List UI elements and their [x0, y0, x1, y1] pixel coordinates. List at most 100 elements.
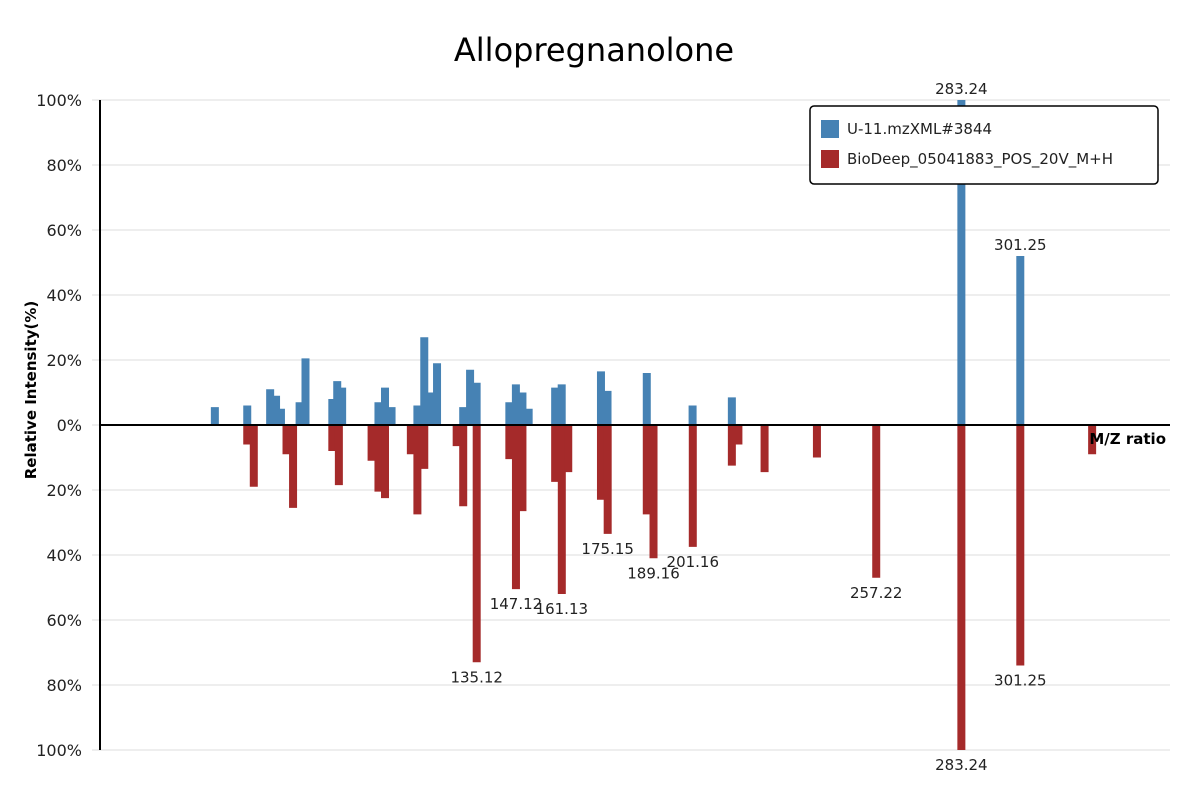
reference-bar [249, 425, 258, 487]
peak-label: 161.13 [536, 600, 589, 618]
query-bar [210, 407, 219, 425]
reference-bar [649, 425, 658, 559]
y-tick-label: 80% [46, 676, 82, 695]
y-tick-label: 20% [46, 481, 82, 500]
query-bar [557, 384, 566, 425]
query-bar [511, 384, 520, 425]
reference-bar [282, 425, 291, 455]
query-bar [596, 371, 605, 425]
reference-bar [551, 425, 560, 482]
reference-bar [243, 425, 252, 445]
query-bar [338, 387, 347, 425]
peak-label: 189.16 [627, 564, 680, 582]
query-bar [420, 337, 429, 425]
reference-bar [413, 425, 422, 515]
query-bar [459, 407, 468, 425]
peak-label: 201.16 [667, 553, 720, 571]
query-bar [426, 392, 435, 425]
reference-bar [518, 425, 527, 512]
query-bar [276, 408, 285, 425]
y-tick-label: 80% [46, 156, 82, 175]
reference-bar [289, 425, 298, 508]
reference-bar [596, 425, 605, 500]
bars-group [210, 100, 1097, 750]
legend: U-11.mzXML#3844 BioDeep_05041883_POS_20V… [809, 105, 1159, 185]
y-tick-labels: 100% 80% 60% 40% 20% 0% 20% 40% 60% 80% 100% [36, 91, 82, 760]
reference-bar [734, 425, 743, 445]
query-bar [505, 402, 514, 425]
reference-bar [420, 425, 429, 469]
legend-swatch-reference [821, 150, 839, 168]
query-bar [272, 395, 281, 425]
query-bar [328, 399, 337, 425]
query-bar [524, 408, 533, 425]
query-bar [243, 405, 252, 425]
query-bar [642, 373, 651, 425]
peak-label: 301.25 [994, 236, 1047, 254]
peak-label: 301.25 [994, 672, 1047, 690]
reference-bar [452, 425, 461, 447]
reference-bar [642, 425, 651, 515]
y-tick-label: 60% [46, 611, 82, 630]
query-bar [301, 358, 310, 425]
peak-label: 135.12 [450, 668, 503, 686]
reference-bar [374, 425, 383, 492]
legend-label-query: U-11.mzXML#3844 [847, 120, 992, 138]
reference-bar [603, 425, 612, 534]
query-bar [551, 387, 560, 425]
reference-bar [564, 425, 573, 473]
query-bar [1016, 256, 1025, 425]
reference-bar [328, 425, 337, 451]
grid-lines [92, 99, 1170, 751]
x-axis-title: M/Z ratio [1089, 430, 1166, 448]
query-bar [518, 392, 527, 425]
query-bar [466, 369, 475, 425]
query-bar [381, 387, 390, 425]
y-tick-label: 20% [46, 351, 82, 370]
reference-bar [727, 425, 736, 466]
reference-bar [557, 425, 566, 594]
reference-bar [688, 425, 697, 547]
query-bar [688, 405, 697, 425]
query-bar [413, 405, 422, 425]
query-bar [433, 363, 442, 425]
peak-label: 283.24 [935, 80, 988, 98]
y-tick-label: 60% [46, 221, 82, 240]
reference-bar [381, 425, 390, 499]
legend-label-reference: BioDeep_05041883_POS_20V_M+H [847, 150, 1113, 169]
query-bar [957, 100, 966, 425]
y-tick-label: 40% [46, 546, 82, 565]
reference-bar [1088, 425, 1097, 455]
query-bar [333, 381, 342, 425]
reference-bar [367, 425, 376, 461]
query-bar [266, 389, 275, 425]
reference-bar [511, 425, 520, 590]
reference-bar [505, 425, 514, 460]
reference-bar [406, 425, 415, 455]
query-bar [472, 382, 481, 425]
reference-bar [459, 425, 468, 507]
reference-bar [957, 425, 966, 750]
y-axis-title: Relative Intensity(%) [22, 301, 40, 480]
legend-box [809, 105, 1159, 185]
query-bar [387, 407, 396, 425]
reference-bar [812, 425, 821, 458]
y-tick-label: 100% [36, 741, 82, 760]
peak-label: 147.12 [490, 595, 543, 613]
axes-group [99, 100, 1170, 750]
y-tick-label: 0% [57, 416, 82, 435]
reference-bar [334, 425, 343, 486]
chart-title: Allopregnanolone [454, 31, 734, 69]
peak-label: 175.15 [581, 540, 634, 558]
reference-bar [472, 425, 481, 663]
query-bar [603, 390, 612, 425]
legend-swatch-query [821, 120, 839, 138]
reference-bar [872, 425, 881, 578]
query-bar [295, 402, 304, 425]
query-bar [374, 402, 383, 425]
reference-bar [1016, 425, 1025, 666]
y-tick-label: 100% [36, 91, 82, 110]
query-bar [727, 397, 736, 425]
